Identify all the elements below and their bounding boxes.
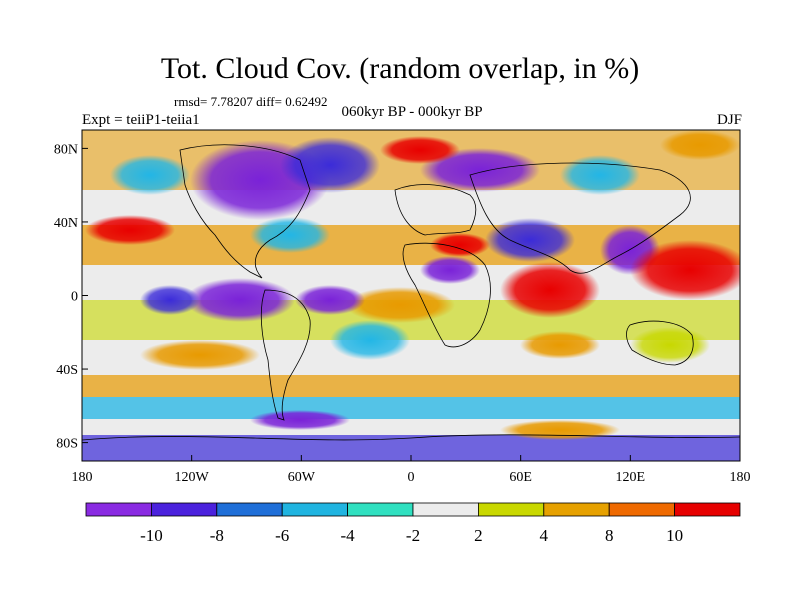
experiment-label: Expt = teiiP1-teiia1: [82, 112, 200, 128]
period-label: 060kyr BP - 000kyr BP: [341, 104, 483, 120]
lon-tick-label: 60W: [288, 470, 316, 485]
longitude-axis: 180 120W 60W 0 60E 120E 180: [72, 455, 751, 485]
lon-tick-label: 180: [730, 470, 751, 485]
plot-title: Tot. Cloud Cov. (random overlap, in %): [160, 52, 640, 85]
stats-readout: rmsd= 7.78207 diff= 0.62492: [174, 94, 328, 109]
lon-tick-label: 0: [408, 470, 415, 485]
colorbar-swatch: [281, 502, 349, 517]
lat-tick-label: 80N: [54, 142, 78, 157]
colorbar-label: -2: [406, 526, 420, 545]
lat-tick-label: 40N: [54, 216, 78, 231]
colorbar-label: -4: [341, 526, 356, 545]
lat-tick-label: 80S: [56, 437, 78, 452]
lon-tick-label: 120E: [616, 470, 646, 485]
colorbar-swatch: [150, 502, 218, 517]
colorbar-swatch: [412, 502, 479, 517]
lon-tick-label: 120W: [175, 470, 210, 485]
colorbar-label: 2: [474, 526, 483, 545]
colorbar: -10 -8 -6 -4 -2 2 4 8 10: [85, 502, 741, 545]
colorbar-swatch: [477, 502, 545, 517]
colorbar-swatch: [85, 502, 152, 517]
colorbar-swatch: [674, 502, 741, 517]
lat-tick-label: 40S: [56, 363, 78, 378]
colorbar-label: -10: [140, 526, 163, 545]
colorbar-swatch: [543, 502, 610, 517]
colorbar-label: -6: [275, 526, 289, 545]
cloud-field: [82, 130, 740, 461]
lon-tick-label: 60E: [509, 470, 532, 485]
colorbar-swatch: [347, 502, 414, 517]
lat-tick-label: 0: [71, 290, 78, 305]
coastlines: [82, 144, 740, 441]
colorbar-label: 8: [605, 526, 614, 545]
colorbar-swatch: [608, 502, 676, 517]
colorbar-swatch: [216, 502, 283, 517]
colorbar-label: -8: [210, 526, 224, 545]
colorbar-label: 10: [666, 526, 683, 545]
latitude-axis: 80N 40N 0 40S 80S: [54, 142, 88, 452]
season-label: DJF: [716, 112, 742, 128]
lon-tick-label: 180: [72, 470, 93, 485]
colorbar-label: 4: [540, 526, 549, 545]
